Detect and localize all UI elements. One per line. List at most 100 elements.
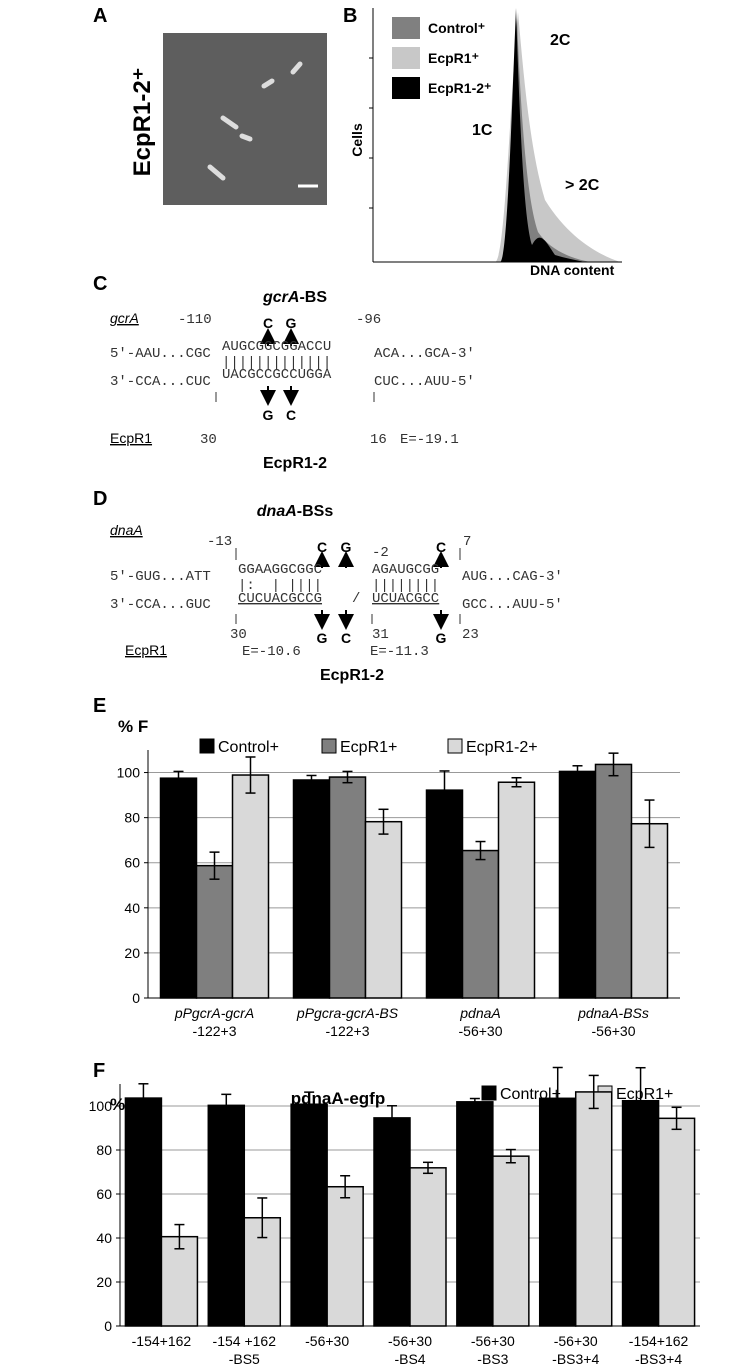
panel-title: gcrA-BS [262,289,327,306]
panel-label: D [93,488,107,510]
error-bar [552,1066,563,1130]
mutation: G [317,630,328,646]
bar [195,864,234,999]
error-bar [439,770,450,811]
bar [621,1099,660,1327]
error-bar [608,752,619,777]
cells [207,61,303,181]
legend-label: EcpR1-2⁺ [428,80,491,96]
x-tick-label: -56+30 -BS4 [388,1333,432,1367]
error-bar [340,1174,351,1199]
bar [558,770,597,999]
mutation: G [263,407,274,423]
legend-label: EcpR1+ [616,1086,673,1103]
gene-label: gcrA [110,310,139,326]
title-suffix: -BSs [297,503,334,520]
mutation: C [317,539,327,555]
title-gene: gcrA [262,289,299,306]
error-bar [173,770,184,786]
x-tick-line: -BS3+4 [635,1351,682,1367]
mutation: C [263,315,273,331]
x-tick-line: -154+162 [132,1333,192,1349]
peak-label: > 2C [565,177,600,194]
error-bar [257,1197,268,1239]
bar [160,1235,199,1327]
x-tick-line: -56+30 [459,1023,503,1039]
bar [409,1167,447,1327]
panel-label: A [93,5,107,27]
sequence: CUC...AUU-5' [374,374,475,390]
x-tick-line: pPgcra-gcrA-BS [296,1005,399,1021]
error-bar [505,1148,516,1164]
x-tick-line: -BS4 [394,1351,425,1367]
title-suffix: -BS [299,289,327,306]
strain-label: EcpR1-2⁺ [129,68,156,177]
position: -96 [356,312,381,328]
legend-label: Control+ [218,739,279,756]
error-bar [342,770,353,784]
legend-label: EcpR1⁺ [428,50,479,66]
x-tick-label: -56+30 -BS3+4 [552,1333,599,1367]
bar [326,1185,364,1327]
y-tick-label: 40 [96,1230,112,1246]
sequence: 5'-AAU...CGC [110,346,211,362]
sequence: AUGCGGCGGACCU [222,339,331,355]
error-bar [635,1066,646,1135]
bar [574,1091,613,1327]
legend-label: EcpR1-2+ [466,739,538,756]
position: 30 [200,432,217,448]
y-axis-label: % F [118,717,148,736]
legend-swatch [392,17,420,39]
x-axis-label: DNA content [530,262,615,278]
sequence: UCUACGCC [372,591,439,607]
energy: E=-11.3 [370,644,429,660]
x-tick-line: pdnaA [459,1005,500,1021]
x-tick-label: -154+162 [132,1333,192,1349]
bar [594,763,633,999]
error-bar [245,756,256,794]
bar [456,1101,494,1327]
error-bar [378,808,389,835]
y-tick-label: 80 [124,810,140,826]
bar [124,1097,163,1327]
x-tick-line: -56+30 [592,1023,636,1039]
y-tick-label: 100 [89,1098,113,1114]
x-tick-label: pPgcrA-gcrA -122+3 [174,1005,254,1039]
sequence: 3'-CCA...CUC [110,374,211,390]
panel-label: C [93,273,107,295]
y-tick-label: 80 [96,1142,112,1158]
bar [231,774,270,999]
bar [364,820,403,999]
error-bar [304,1091,315,1118]
error-bar [469,1097,480,1106]
bar [292,779,331,999]
chart-title: pdnaA-egfp [291,1089,385,1108]
y-tick-label: 60 [96,1186,112,1202]
mutation: C [436,539,446,555]
x-tick-line: -154+162 [629,1333,689,1349]
x-tick-line: -56+30 [554,1333,598,1349]
error-bar [138,1083,149,1114]
x-tick-line: -122+3 [326,1023,370,1039]
legend-swatch [321,738,337,754]
x-tick-line: -56+30 [305,1333,349,1349]
panel-label: F [93,1060,105,1082]
position: -13 [207,534,232,550]
sequence: AGAUGCGG [372,562,439,578]
position: 31 [372,627,389,643]
sequence: AUG...CAG-3' [462,569,563,585]
position: 7 [463,534,471,550]
y-tick-label: 0 [132,990,140,1006]
mutation: G [436,630,447,646]
mutation: G [341,539,352,555]
x-tick-label: -56+30 -BS3 [471,1333,515,1367]
position: -110 [178,312,212,328]
y-tick-label: 20 [124,945,140,961]
x-tick-line: -BS3 [477,1351,508,1367]
x-tick-line: -BS5 [229,1351,260,1367]
error-bar [209,851,220,880]
error-bar [423,1161,433,1175]
x-tick-label: -56+30 [305,1333,349,1349]
energy: E=-19.1 [400,432,459,448]
